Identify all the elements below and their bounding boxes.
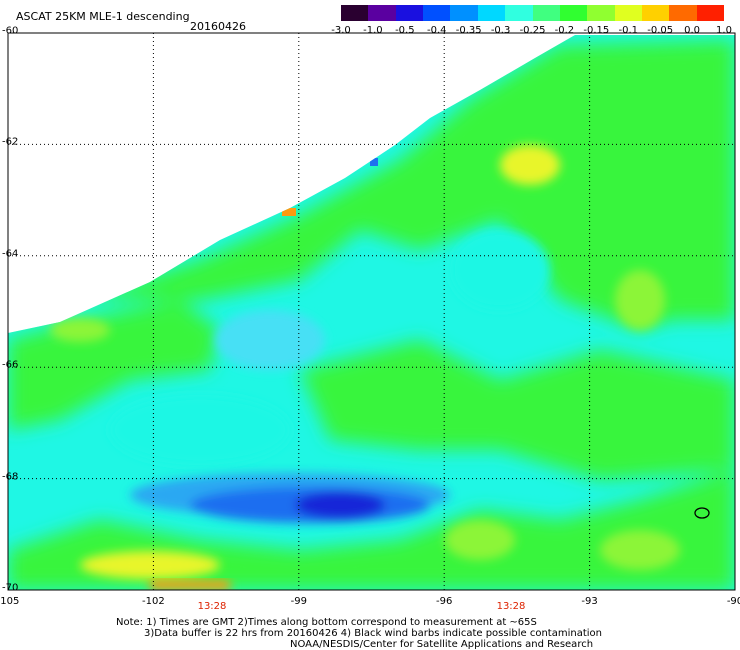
colorbar-label: -0.25: [519, 25, 546, 36]
pass-time-2: 13:28: [496, 601, 526, 612]
latitude-label: -68: [2, 471, 19, 483]
colorbar-label: -0.1: [618, 25, 639, 36]
map-title: ASCAT 25KM MLE-1 descending: [16, 10, 190, 23]
colorbar-segment: [505, 5, 533, 21]
colorbar-segment: [450, 5, 479, 21]
colorbar-label: -3.0: [331, 25, 351, 36]
colorbar-segment: [423, 5, 451, 21]
note-line-1: Note: 1) Times are GMT 2)Times along bot…: [116, 617, 537, 628]
longitude-label: -99: [290, 596, 307, 607]
longitude-label: -102: [142, 596, 165, 607]
longitude-label: -93: [581, 596, 598, 607]
longitude-label: -90: [726, 596, 740, 607]
colorbar-segment: [696, 5, 725, 21]
colorbar-label: -0.3: [490, 25, 511, 36]
colorbar-label: -0.35: [455, 25, 482, 36]
colorbar-label: -0.2: [554, 25, 575, 36]
colorbar-label: -0.4: [426, 25, 447, 36]
contamination-marker: [694, 507, 710, 519]
colorbar-label: 0.0: [684, 25, 701, 36]
longitude-label: -105: [0, 596, 20, 607]
colorbar-segment: [587, 5, 616, 21]
latitude-label: -64: [2, 248, 19, 260]
colorbar-segment: [368, 5, 397, 21]
lat-lon-grid: [8, 33, 735, 590]
colorbar-label: -1.0: [363, 25, 383, 36]
latitude-label: -60: [2, 25, 19, 37]
latitude-label: -62: [2, 136, 19, 148]
wind-field: [8, 35, 735, 590]
latitude-label: -70: [2, 582, 19, 594]
pass-time-1: 13:28: [197, 601, 227, 612]
note-line-3: NOAA/NESDIS/Center for Satellite Applica…: [290, 639, 594, 650]
colorbar-segment: [559, 5, 588, 21]
longitude-label: -96: [436, 596, 453, 607]
colorbar-label: -0.5: [395, 25, 415, 36]
colorbar-label: -0.05: [647, 25, 674, 36]
latitude-label: -66: [2, 359, 19, 371]
colorbar-segment: [477, 5, 506, 21]
colorbar-segment: [532, 5, 561, 21]
colorbar-segment: [669, 5, 698, 21]
colorbar-label: 1.0: [716, 25, 732, 36]
colorbar-label: -0.15: [583, 25, 610, 36]
note-line-2: 3)Data buffer is 22 hrs from 20160426 4)…: [144, 628, 602, 639]
colorbar-segment: [341, 5, 369, 21]
map-date: 20160426: [190, 20, 246, 33]
colorbar-segment: [614, 5, 643, 21]
colorbar-segment: [395, 5, 424, 21]
colorbar-segment: [641, 5, 670, 21]
colorbar: [341, 5, 725, 21]
